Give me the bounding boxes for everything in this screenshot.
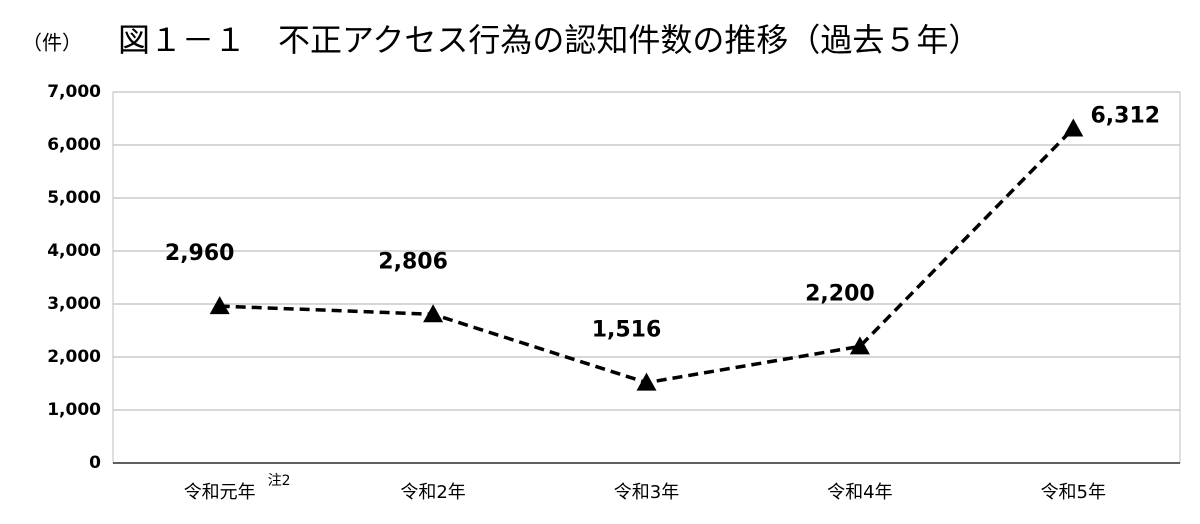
plot-frame <box>112 91 1181 464</box>
data-marker <box>849 336 870 355</box>
data-marker <box>636 372 657 391</box>
data-line <box>219 127 1075 385</box>
data-label: 2,960 <box>165 241 235 266</box>
chart-title: 図１－１ 不正アクセス行為の認知件数の推移（過去５年） <box>118 21 980 59</box>
category-note: 注2 <box>268 473 291 489</box>
data-label: 6,312 <box>1091 103 1161 128</box>
y-tick-label: 5,000 <box>47 188 101 208</box>
data-marker <box>423 304 444 323</box>
y-tick-label: 2,000 <box>47 347 101 367</box>
y-tick-label: 4,000 <box>47 241 101 261</box>
y-tick-label: 1,000 <box>47 400 101 420</box>
data-label: 1,516 <box>592 318 662 343</box>
y-tick-label: 3,000 <box>47 294 101 314</box>
y-tick-label: 7,000 <box>47 82 101 102</box>
data-marker <box>1063 118 1084 137</box>
x-tick-label: 令和元年 <box>184 482 256 503</box>
y-tick-label: 0 <box>89 453 101 473</box>
x-tick-label: 令和2年 <box>400 482 465 503</box>
data-label: 2,806 <box>378 249 448 274</box>
x-tick-label: 令和3年 <box>614 482 679 503</box>
data-label: 2,200 <box>805 281 875 306</box>
y-tick-label: 6,000 <box>47 135 101 155</box>
x-tick-label: 令和4年 <box>827 482 892 503</box>
x-tick-label: 令和5年 <box>1041 482 1106 503</box>
y-axis-unit: （件） <box>22 31 82 55</box>
data-marker <box>209 296 230 315</box>
